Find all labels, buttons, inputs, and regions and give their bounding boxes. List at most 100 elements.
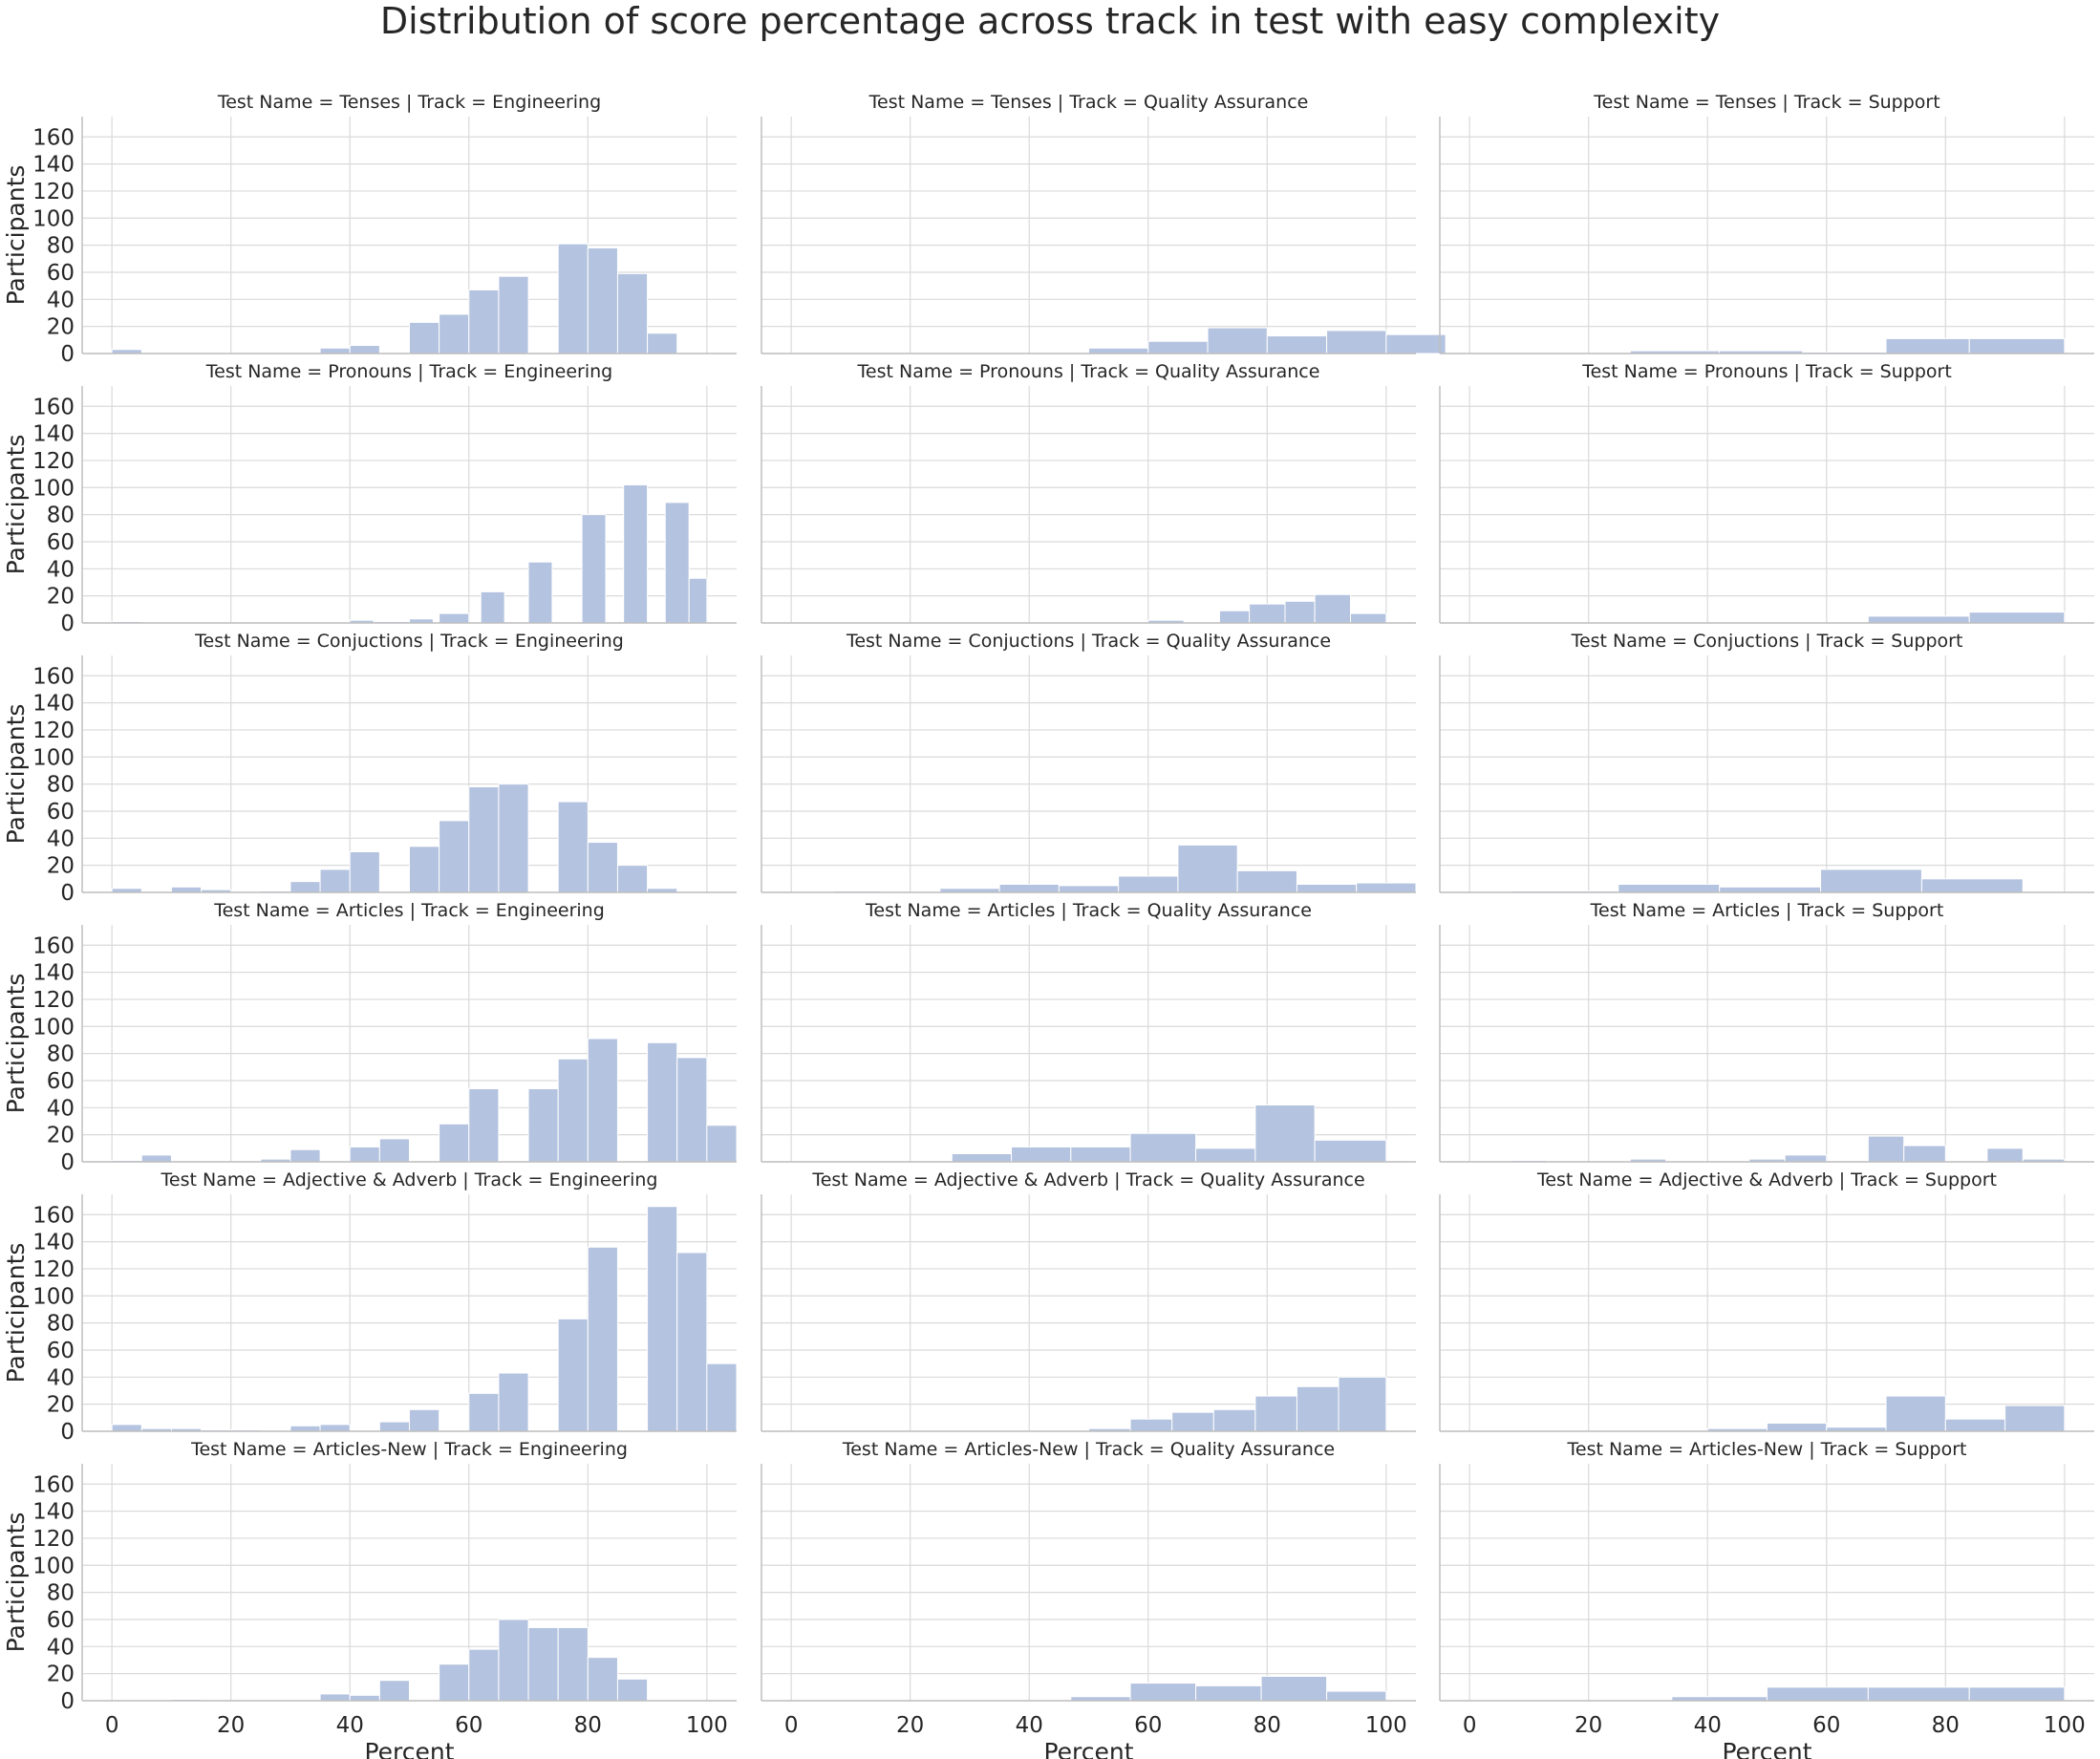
y-tick-label: 140 <box>32 961 75 986</box>
y-tick-label: 160 <box>32 933 75 958</box>
histogram-bar <box>616 865 649 893</box>
facet-title: Test Name = Tenses | Track = Engineering <box>217 92 601 113</box>
histogram-bar <box>349 850 380 893</box>
y-tick-label: 20 <box>47 1662 75 1687</box>
x-tick-label: 80 <box>1932 1713 1960 1738</box>
histogram-bar <box>664 502 690 624</box>
x-tick-label: 0 <box>784 1713 799 1738</box>
facet-title: Test Name = Articles-New | Track = Quali… <box>842 1439 1335 1460</box>
histogram-bar <box>1195 1684 1262 1702</box>
x-tick-label: 40 <box>1016 1713 1043 1738</box>
histogram-bar <box>527 561 553 624</box>
histogram-bar <box>706 1362 738 1432</box>
facet-panel: Test Name = Articles-New | Track = Suppo… <box>1439 1439 2094 1759</box>
y-tick-label: 80 <box>47 1581 75 1606</box>
y-axis-label: Participants <box>2 704 30 845</box>
y-tick-label: 20 <box>47 315 75 340</box>
histogram-bar <box>2004 1405 2066 1432</box>
histogram-bar <box>140 1154 172 1163</box>
x-tick-label: 80 <box>574 1713 602 1738</box>
y-axis-label: Participants <box>2 1512 30 1653</box>
facet-panel: Test Name = Articles-New | Track = Engin… <box>2 1439 737 1759</box>
y-tick-label: 140 <box>32 692 75 717</box>
histogram-bar <box>111 1424 142 1432</box>
histogram-bar <box>1767 1686 1869 1702</box>
y-tick-label: 160 <box>32 1203 75 1228</box>
x-tick-label: 100 <box>686 1713 728 1738</box>
histogram-bar <box>289 1425 321 1432</box>
histogram-bar <box>647 1206 678 1432</box>
histogram-bar <box>1885 1395 1946 1432</box>
y-tick-label: 60 <box>47 1608 75 1633</box>
histogram-bar <box>1903 1145 1946 1163</box>
y-axis-label: Participants <box>2 435 30 575</box>
facet-panel: Test Name = Tenses | Track = Support <box>1439 92 2094 354</box>
histogram-bar <box>1885 337 1970 354</box>
x-tick-label: 60 <box>1134 1713 1162 1738</box>
histogram-bar <box>1784 1154 1828 1163</box>
histogram-bar <box>378 1138 411 1163</box>
x-tick-label: 40 <box>1694 1713 1722 1738</box>
y-tick-label: 40 <box>47 826 75 851</box>
histogram-bar <box>1088 347 1149 354</box>
y-tick-label: 120 <box>32 449 75 474</box>
histogram-bar <box>998 883 1060 893</box>
x-tick-label: 60 <box>1812 1713 1840 1738</box>
histogram-bar <box>1719 886 1822 893</box>
y-tick-label: 40 <box>47 1096 75 1121</box>
y-tick-label: 0 <box>60 342 75 367</box>
histogram-bar <box>1266 335 1328 354</box>
y-tick-label: 20 <box>47 585 75 610</box>
histogram-bar <box>587 842 618 893</box>
histogram-bar <box>1296 1385 1339 1432</box>
facet-title: Test Name = Pronouns | Track = Engineeri… <box>205 361 613 382</box>
histogram-bar <box>1118 875 1179 893</box>
histogram-bar <box>1338 1376 1387 1432</box>
y-axis-label: Participants <box>2 1243 30 1384</box>
y-tick-label: 60 <box>47 261 75 286</box>
histogram-bar <box>319 1693 351 1702</box>
histogram-bar <box>688 577 708 624</box>
facet-panel: Test Name = Articles | Track = Engineeri… <box>2 900 738 1175</box>
histogram-bar <box>1249 603 1286 624</box>
histogram-bar <box>349 1694 380 1702</box>
y-tick-label: 40 <box>47 288 75 312</box>
y-tick-label: 40 <box>47 1365 75 1390</box>
histogram-bar <box>1296 883 1358 893</box>
y-tick-label: 20 <box>47 1124 75 1148</box>
histogram-bar <box>676 1252 708 1432</box>
histogram-bar <box>1986 1148 2024 1163</box>
histogram-bar <box>439 313 470 354</box>
histogram-bar <box>1314 1139 1387 1163</box>
histogram-bar <box>1326 1690 1387 1702</box>
y-tick-label: 20 <box>47 854 75 879</box>
y-tick-label: 0 <box>60 1420 75 1445</box>
facet-title: Test Name = Articles | Track = Quality A… <box>865 900 1312 921</box>
y-tick-label: 60 <box>47 1339 75 1363</box>
facet-title: Test Name = Articles-New | Track = Suppo… <box>1567 1439 1967 1460</box>
facets: Test Name = Tenses | Track = Engineering… <box>2 92 2094 1759</box>
x-tick-label: 20 <box>896 1713 924 1738</box>
y-tick-label: 0 <box>60 1150 75 1175</box>
x-tick-label: 80 <box>1254 1713 1281 1738</box>
histogram-bar <box>378 1680 411 1702</box>
histogram-bar <box>439 1663 470 1702</box>
histogram-bar <box>1350 612 1387 624</box>
histogram-bar <box>557 1058 589 1163</box>
y-tick-label: 80 <box>47 1312 75 1337</box>
facet-panel: Test Name = Adjective & Adverb | Track =… <box>2 1169 738 1445</box>
histogram-bar <box>1129 1418 1173 1432</box>
x-axis-label: Percent <box>1043 1738 1133 1759</box>
histogram-bar <box>676 1057 708 1163</box>
histogram-bar <box>581 514 607 624</box>
histogram-bar <box>468 1087 500 1163</box>
histogram-bar <box>647 1041 678 1163</box>
histogram-bar <box>527 1087 559 1163</box>
y-tick-label: 0 <box>60 1689 75 1714</box>
histogram-bar <box>498 1619 529 1702</box>
histogram-bar <box>1944 1418 2006 1432</box>
histogram-bar <box>557 1318 589 1432</box>
histogram-bar <box>1177 844 1238 893</box>
y-tick-label: 120 <box>32 1527 75 1552</box>
facet-panel: Test Name = Pronouns | Track = Support <box>1439 361 2094 624</box>
